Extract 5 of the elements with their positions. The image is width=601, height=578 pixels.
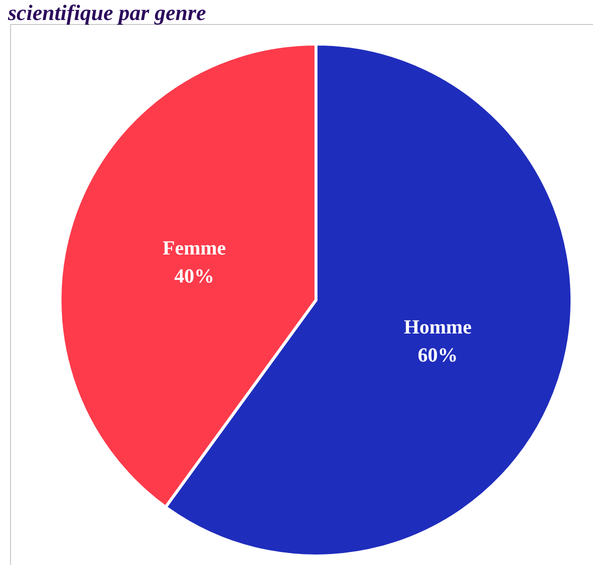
chart-title: scientifique par genre — [8, 0, 207, 25]
slice-label: Femme — [162, 237, 226, 260]
data-label: 40% — [174, 265, 214, 288]
data-label: 60% — [418, 344, 458, 367]
slice-label: Homme — [404, 316, 472, 339]
